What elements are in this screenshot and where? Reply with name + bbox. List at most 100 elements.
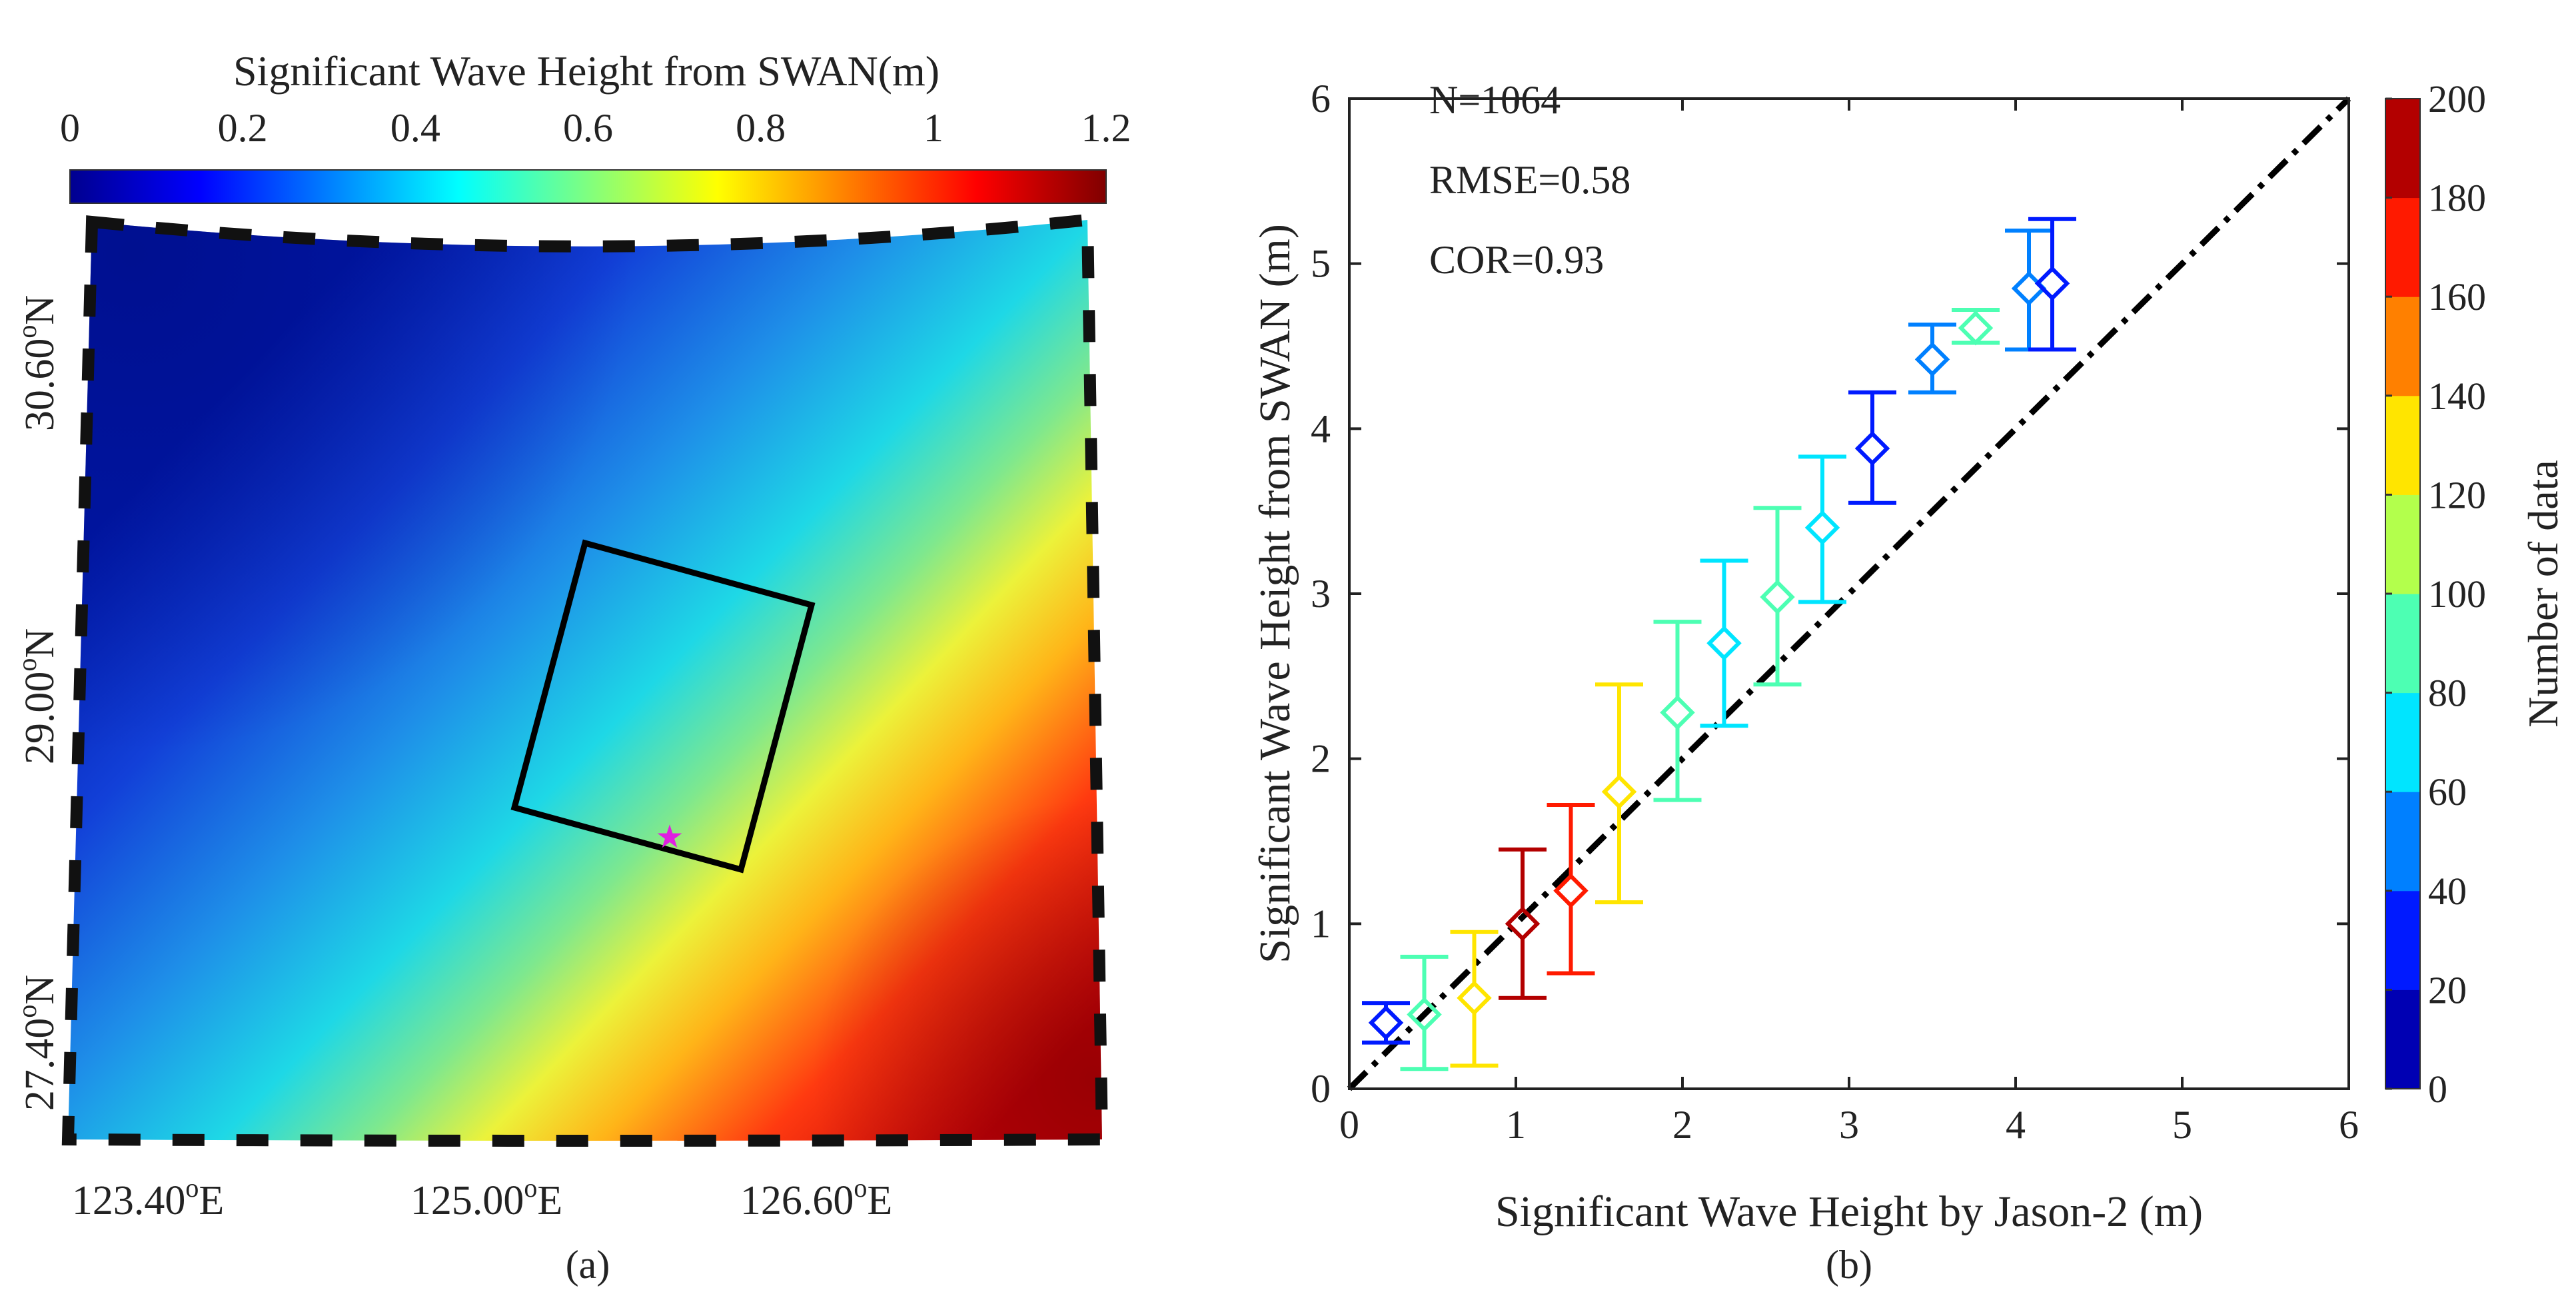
map-x-tick-label: 125.00oE (410, 1173, 562, 1223)
diamond-marker (1706, 626, 1742, 661)
map-y-tick-label: 30.60oN (12, 295, 63, 431)
colorbar-a-tick-label: 0.4 (390, 106, 440, 150)
x-tick-label: 5 (2172, 1103, 2192, 1147)
diamond-marker (1804, 510, 1840, 546)
panel-a: Significant Wave Height from SWAN(m) 0 0.… (12, 47, 1131, 1287)
panel-b: 0 1 2 3 4 5 6 0 1 2 3 4 5 6 N=1064 RMSE=0.58 COR=0.9… (1251, 77, 2567, 1287)
x-tick-label: 1 (1506, 1103, 1526, 1147)
caption-b: (b) (1826, 1243, 1872, 1287)
colorbar-b-tick-label: 120 (2428, 473, 2486, 516)
x-tick-label: 3 (1839, 1103, 1859, 1147)
colorbar-b-band (2385, 197, 2420, 297)
stat-n: N=1064 (1429, 78, 1561, 122)
data-point (1595, 682, 1643, 905)
y-tick-label: 2 (1311, 737, 1331, 781)
diamond-marker (1601, 774, 1637, 810)
diamond-marker (1407, 997, 1442, 1032)
colorbar-a-tick-label: 0.8 (736, 106, 786, 150)
colorbar-b-ticks: 0 20 40 60 80 100 120 140 160 180 200 (2385, 77, 2486, 1111)
data-point (1798, 454, 1846, 604)
colorbar-b-tick-label: 40 (2428, 870, 2467, 913)
y-tick-label: 5 (1311, 242, 1331, 286)
map-y-tick-label: 29.00oN (12, 628, 63, 764)
colorbar-b-band (2385, 297, 2420, 396)
x-axis-label: Significant Wave Height by Jason-2 (m) (1495, 1187, 2203, 1236)
map-x-tick-label: 123.40oE (72, 1173, 224, 1223)
diamond-marker (1553, 873, 1589, 909)
map-frame (61, 213, 1109, 1147)
map-x-tick-labels: 123.40oE 125.00oE 126.60oE (72, 1173, 892, 1223)
data-point (1952, 308, 2000, 346)
x-axis-ticks: 0 1 2 3 4 5 6 (1339, 99, 2359, 1147)
colorbar-b-tick-label: 180 (2428, 177, 2486, 220)
colorbar-a-tick-label: 0.2 (218, 106, 268, 150)
error-bars (1362, 217, 2076, 1071)
y-axis-ticks: 0 1 2 3 4 5 6 (1311, 77, 2349, 1111)
colorbar-a-tick-label: 1.2 (1081, 106, 1131, 150)
y-tick-label: 3 (1311, 572, 1331, 616)
colorbar-b-tick-label: 200 (2428, 77, 2486, 121)
map-x-tick-label: 126.60oE (740, 1173, 892, 1223)
colorbar-a-ticks: 0 0.2 0.4 0.6 0.8 1 1.2 (60, 106, 1131, 150)
data-point (1547, 803, 1595, 976)
colorbar-b-tick-label: 20 (2428, 968, 2467, 1011)
data-point (1908, 323, 1956, 394)
x-tick-label: 2 (1672, 1103, 1692, 1147)
caption-a: (a) (566, 1243, 610, 1287)
diamond-marker (1368, 1005, 1404, 1041)
y-tick-label: 0 (1311, 1067, 1331, 1111)
data-point (1848, 390, 1896, 505)
x-tick-label: 4 (2006, 1103, 2026, 1147)
map-y-tick-labels: 30.60oN 29.00oN 27.40oN (12, 295, 63, 1111)
colorbar-b-label: Number of data (2519, 460, 2567, 728)
y-axis-label: Significant Wave Height from SWAN (m) (1251, 224, 1299, 964)
one-to-one-line (1347, 96, 2351, 1091)
colorbar-b-tick-label: 0 (2428, 1067, 2447, 1111)
data-point (1700, 558, 1748, 728)
stat-cor: COR=0.93 (1429, 238, 1604, 282)
colorbar-b-tick-label: 160 (2428, 275, 2486, 319)
diamond-marker (1457, 980, 1492, 1016)
colorbar-b-band (2385, 890, 2420, 990)
map-field (68, 220, 1102, 1141)
study-area-box (510, 539, 816, 874)
colorbar-a-tick-label: 1 (924, 106, 944, 150)
diamond-marker (1760, 579, 1795, 615)
data-point (1499, 847, 1547, 1000)
x-tick-label: 6 (2339, 1103, 2359, 1147)
colorbar-b-tick-label: 80 (2428, 672, 2467, 715)
colorbar-b-band (2385, 494, 2420, 594)
diamond-marker (1505, 906, 1541, 942)
diamond-marker (1854, 430, 1890, 466)
x-tick-label: 0 (1339, 1103, 1359, 1147)
colorbar-b-tick-label: 60 (2428, 770, 2467, 814)
y-tick-label: 6 (1311, 77, 1331, 121)
diamond-marker (1660, 695, 1695, 730)
colorbar-b-band (2385, 989, 2420, 1089)
stat-rmse: RMSE=0.58 (1429, 158, 1630, 202)
diamond-marker (1914, 342, 1950, 377)
colorbar-b-tick-label: 140 (2428, 374, 2486, 418)
data-point (1653, 620, 1702, 802)
colorbar-a-tick-label: 0 (60, 106, 80, 150)
data-point (1362, 1001, 1410, 1045)
colorbar-b (2385, 99, 2420, 1089)
y-tick-label: 4 (1311, 406, 1331, 450)
map-y-tick-label: 27.40oN (12, 975, 63, 1111)
colorbar-a-title: Significant Wave Height from SWAN(m) (233, 47, 940, 95)
data-point (2028, 217, 2076, 352)
data-point (1753, 506, 1802, 687)
colorbar-b-tick-label: 100 (2428, 572, 2486, 616)
station-star-marker: ★ (655, 820, 684, 855)
data-point (1400, 954, 1449, 1071)
colorbar-b-band (2385, 692, 2420, 792)
colorbar-b-band (2385, 395, 2420, 495)
diamond-marker (2034, 266, 2070, 301)
colorbar-a (69, 169, 1107, 204)
colorbar-b-band (2385, 594, 2420, 694)
y-tick-label: 1 (1311, 902, 1331, 946)
diamond-marker (1958, 311, 1994, 346)
data-point (1450, 930, 1499, 1068)
colorbar-b-band (2385, 792, 2420, 892)
